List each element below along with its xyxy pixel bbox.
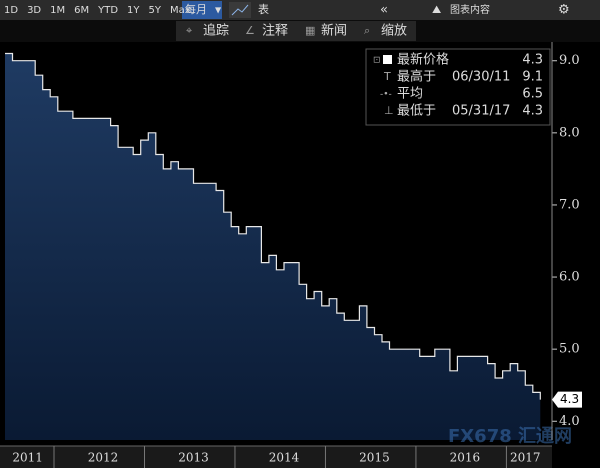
legend-box	[365, 48, 551, 126]
legend-swatch	[383, 55, 392, 64]
x-tick-label: 2011	[12, 451, 43, 465]
range-button[interactable]: Max	[170, 5, 191, 16]
table-button[interactable]: 表	[258, 2, 269, 16]
range-button[interactable]: 3D	[27, 5, 41, 16]
x-tick-label: 2017	[510, 451, 541, 465]
x-axis-band	[0, 446, 552, 468]
legend-icon: ⊡	[373, 56, 381, 66]
y-tick-label: 5.0	[559, 342, 580, 357]
y-tick-label: 8.0	[559, 125, 580, 140]
legend-label: 最新价格	[397, 52, 449, 68]
tool-button[interactable]: 新闻	[321, 23, 347, 39]
line	[5, 52, 541, 400]
range-button[interactable]: 1Y	[127, 5, 140, 16]
legend-value: 4.3	[522, 104, 543, 119]
range-button[interactable]: 5Y	[149, 5, 162, 16]
legend-label: 平均	[397, 87, 423, 102]
legend-value: 4.3	[522, 53, 543, 68]
tool-button[interactable]: 缩放	[381, 23, 407, 39]
range-button[interactable]: YTD	[97, 5, 118, 16]
content-icon: ⛰	[432, 3, 441, 16]
track-icon: ⌖	[186, 24, 192, 37]
y-tick-label: 4.0	[559, 414, 580, 429]
range-button[interactable]: 6M	[74, 5, 89, 16]
period-label[interactable]: 每月	[185, 2, 207, 16]
tool-button[interactable]: 追踪	[203, 23, 229, 39]
range-button[interactable]: 1M	[50, 5, 65, 16]
toolbar	[0, 0, 600, 20]
legend-icon: T	[383, 70, 391, 83]
y-tick-label: 9.0	[559, 53, 580, 68]
settings-icon[interactable]: ⚙	[558, 3, 570, 18]
y-tick-label: 7.0	[559, 197, 580, 212]
last-value-label: 4.3	[560, 392, 579, 406]
watermark: FX678 汇通网	[448, 426, 572, 447]
legend-label: 最高于	[397, 69, 436, 85]
tool-button[interactable]: 注释	[262, 24, 288, 39]
x-tick-label: 2012	[88, 451, 119, 465]
chart-icon	[231, 4, 249, 16]
last-value-tag	[552, 391, 582, 408]
legend-value: 6.5	[522, 87, 543, 102]
range-button[interactable]: 1D	[4, 5, 18, 16]
zoom-icon: ⌕	[364, 24, 370, 37]
y-tick-label: 6.0	[559, 270, 580, 285]
note-icon: ∠	[245, 24, 255, 37]
tool-group	[176, 21, 416, 41]
x-tick-label: 2014	[269, 451, 300, 465]
x-tick-label: 2016	[450, 451, 481, 465]
content-button[interactable]: 图表内容	[450, 3, 490, 16]
collapse-icon[interactable]: «	[380, 3, 388, 18]
news-icon: ▦	[305, 24, 315, 37]
period-button[interactable]	[182, 1, 222, 19]
dropdown-icon: ▼	[215, 6, 222, 15]
x-tick-label: 2013	[178, 451, 209, 465]
x-tick-label: 2015	[359, 451, 390, 465]
legend-value: 9.1	[522, 70, 543, 85]
legend-icon: ⊥	[384, 104, 394, 117]
legend-date: 05/31/17	[452, 104, 510, 119]
legend-date: 06/30/11	[452, 70, 510, 85]
legend-label: 最低于	[397, 104, 436, 119]
area-fill	[5, 53, 541, 440]
legend-icon: -•-	[380, 90, 392, 100]
